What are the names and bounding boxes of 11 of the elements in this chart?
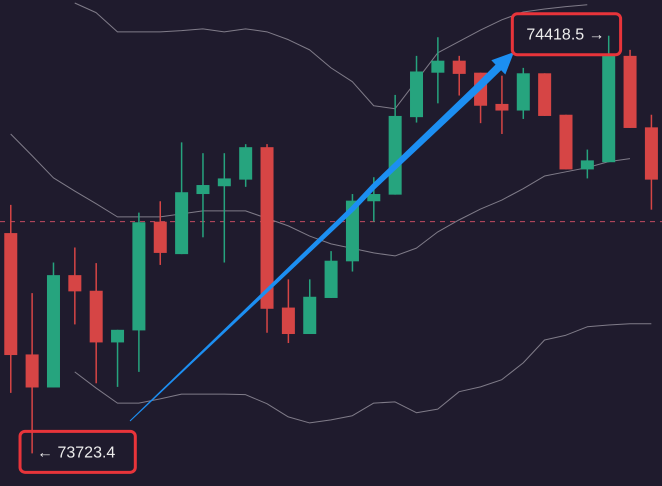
candlestick	[196, 152, 210, 238]
annotation: ← 73723.4	[37, 444, 116, 462]
candlestick	[367, 176, 380, 222]
annotation: 74418.5 →	[526, 26, 605, 44]
candlestick	[452, 55, 466, 96]
candlestick	[495, 74, 508, 135]
candlestick	[68, 246, 82, 326]
candlestick	[218, 152, 231, 264]
candlestick	[580, 148, 594, 180]
candlestick	[431, 36, 444, 104]
candlestick	[111, 329, 124, 388]
